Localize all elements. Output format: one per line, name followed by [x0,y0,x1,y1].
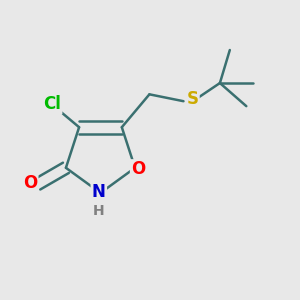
Text: N: N [92,183,106,201]
Text: O: O [23,174,37,192]
Text: S: S [186,90,198,108]
Text: H: H [93,204,105,218]
Text: Cl: Cl [43,95,61,113]
Text: O: O [131,160,146,178]
